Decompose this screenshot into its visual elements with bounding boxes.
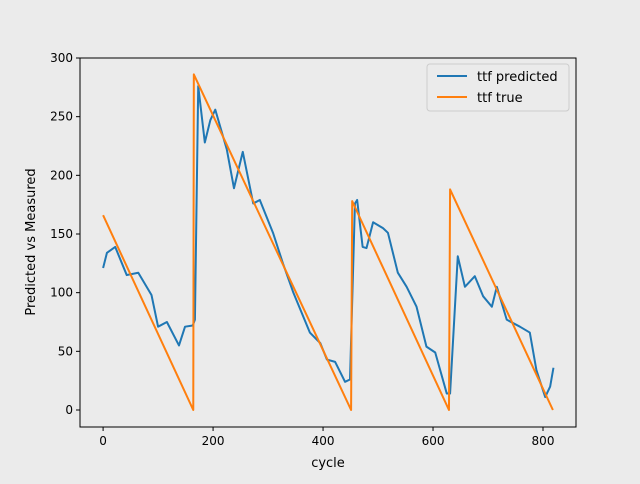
y-axis-label: Predicted vs Measured: [24, 168, 39, 315]
y-tick-label: 200: [50, 168, 73, 182]
legend-label-true: ttf true: [477, 91, 523, 106]
x-tick-label: 0: [99, 434, 107, 448]
x-axis-label: cycle: [311, 456, 345, 471]
plot-area: [79, 57, 577, 428]
y-tick-label: 150: [50, 227, 73, 241]
legend: ttf predicted ttf true: [426, 63, 570, 112]
series-line-true: [102, 73, 554, 411]
series-line-predicted: [102, 85, 555, 399]
x-tick-label: 400: [312, 434, 335, 448]
x-tick-label: 600: [422, 434, 445, 448]
y-tick-label: 50: [58, 344, 73, 358]
y-tick-label: 250: [50, 110, 73, 124]
y-tick-label: 0: [65, 403, 73, 417]
y-tick-label: 100: [50, 286, 73, 300]
x-tick-label: 200: [202, 434, 225, 448]
y-tick-label: 300: [50, 51, 73, 65]
x-tick-label: 800: [532, 434, 555, 448]
legend-label-predicted: ttf predicted: [477, 70, 558, 85]
